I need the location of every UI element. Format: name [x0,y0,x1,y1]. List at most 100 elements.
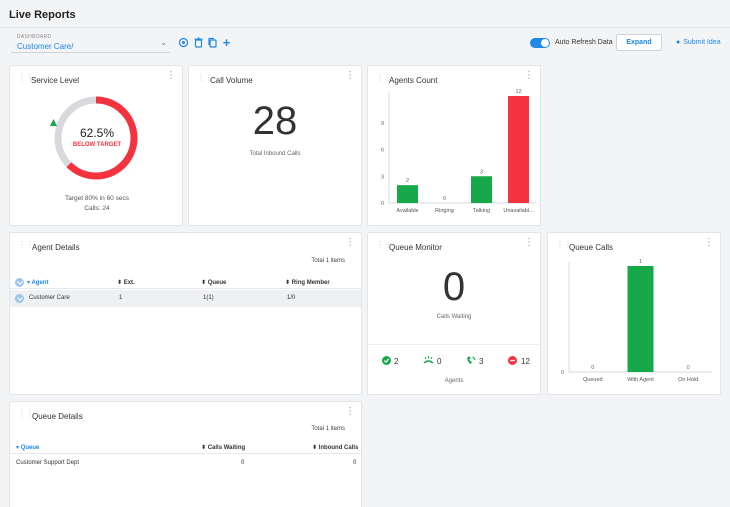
stat-available: 2 [382,356,398,366]
call-volume-caption: Total Inbound Calls [249,151,301,157]
y-tick-label: 3 [381,174,384,180]
data-label: 1 [639,259,642,265]
more-options-icon[interactable]: ⋮ [345,406,355,417]
more-options-icon[interactable]: ⋮ [524,70,534,81]
data-label: 0 [687,365,690,371]
status-badge: BELOW TARGET [72,142,122,148]
card-title: Queue Monitor [389,243,442,252]
more-options-icon[interactable]: ⋮ [166,70,176,81]
x-tick-label: With Agent [627,377,654,383]
settings-gear-icon[interactable] [178,37,189,48]
calls-waiting-cell: 0 [241,460,245,466]
x-tick-label: Talking [473,208,490,214]
add-plus-icon[interactable]: + [222,35,231,50]
bar [627,266,654,372]
drag-handle-icon[interactable]: ⋮⋮ [197,73,213,82]
more-options-icon[interactable]: ⋮ [704,237,714,248]
x-tick-label: Unavailabl... [503,208,534,214]
chevron-down-icon: ⌄ [160,38,167,47]
service-level-gauge [54,96,138,180]
total-items-label: Total 1 items [311,258,345,264]
data-label: 0 [443,196,446,202]
drag-handle-icon[interactable]: ⋮⋮ [18,240,34,249]
bar [471,176,492,203]
data-label: 3 [480,169,483,175]
table-row[interactable]: Customer Support Dept 0 0 [10,455,361,472]
lightbulb-icon: ● [676,39,681,46]
agent-cell: Customer Care [29,295,70,301]
data-label: 0 [591,365,594,371]
y-tick-label: 6 [381,148,384,154]
service-level-percent: 62.5% [79,126,115,140]
auto-refresh-label: Auto Refresh Data [555,39,613,46]
x-tick-label: Ringing [435,208,454,214]
data-label: 2 [406,178,409,184]
calls-waiting-caption: Calls Waiting [436,314,472,320]
column-header-inbound-calls[interactable]: ⬍ Inbound Calls [312,445,359,451]
check-circle-icon [382,356,391,365]
more-options-icon[interactable]: ⋮ [524,237,534,248]
drag-handle-icon[interactable]: ⋮⋮ [18,409,34,418]
stat-talking: 3 [466,356,483,366]
queue-calls-chart: 0 0 Queued 1 With Agent 0 On Hold [561,259,712,383]
dashboard-select-value: Customer Care/ [17,42,74,51]
y-tick-label: 0 [381,201,384,207]
column-header-calls-waiting[interactable]: ⬍ Calls Waiting [201,445,246,451]
queue-monitor-card: ⋮⋮ Queue Monitor ⋮ 0 Calls Waiting 2 0 3… [367,232,541,395]
column-header-agent[interactable]: ▾ Agent [27,280,49,286]
column-header-queue[interactable]: ▾ Queue [16,445,40,451]
submit-idea-label: Submit Idea [683,39,721,46]
card-title: Service Level [31,76,80,85]
queue-cell: Customer Support Dept [16,460,80,466]
delete-trash-icon[interactable] [193,37,204,48]
expand-all-icon[interactable] [15,278,24,287]
agent-details-card: ⋮⋮ Agent Details ⋮ Total 1 items ▾ Agent… [9,232,362,395]
column-header-ring-member[interactable]: ⬍ Ring Member [285,280,330,286]
drag-handle-icon[interactable]: ⋮⋮ [376,73,392,82]
table-row[interactable]: Customer Care 1 1(1) 1/0 [10,290,361,307]
drag-handle-icon[interactable]: ⋮⋮ [556,240,572,249]
service-level-card: ⋮⋮ Service Level ⋮ 62.5% BELOW TARGET Ta… [9,65,183,226]
expand-button[interactable]: Expand [616,34,662,51]
stat-ringing: 0 [423,356,441,366]
queue-calls-card: ⋮⋮ Queue Calls ⋮ 0 0 Queued 1 With Agent 0 On … [547,232,721,395]
more-options-icon[interactable]: ⋮ [345,70,355,81]
dashboard-select[interactable]: DASHBOARD Customer Care/ ⌄ [11,33,170,53]
ring-member-cell: 1/0 [287,295,296,301]
drag-handle-icon[interactable]: ⋮⋮ [376,240,392,249]
bar [397,185,418,203]
drag-handle-icon[interactable]: ⋮⋮ [18,73,34,82]
talking-phone-icon [467,356,476,364]
target-text: Target 80% in 60 secs [65,195,129,202]
ringing-phone-icon [423,356,434,364]
queue-cell: 1(1) [203,295,214,301]
queue-details-card: ⋮⋮ Queue Details ⋮ Total 1 items ▾ Queue… [9,401,362,507]
x-tick-label: On Hold [678,377,698,383]
column-header-ext[interactable]: ⬍ Ext. [117,280,135,286]
data-label: 12 [515,89,521,95]
calls-waiting-value: 0 [442,265,466,309]
expand-row-icon[interactable] [15,294,24,303]
card-title: Call Volume [210,76,253,85]
auto-refresh-toggle[interactable] [530,38,550,48]
trend-up-arrow-icon [50,119,57,126]
dashboard-select-label: DASHBOARD [17,34,52,40]
page-title: Live Reports [9,9,76,21]
x-tick-label: Available [396,208,418,214]
call-volume-card: ⋮⋮ Call Volume ⋮ 28 Total Inbound Calls [188,65,362,226]
card-title: Agent Details [32,243,80,252]
agents-label: Agents [444,378,464,384]
y-tick-label: 0 [561,370,564,376]
submit-idea-link[interactable]: ● Submit Idea [676,39,721,46]
agents-count-card: ⋮⋮ Agents Count ⋮ 0 3 6 9 2 Available 0 Ringing… [367,65,541,226]
y-tick-label: 9 [381,121,384,127]
agents-count-chart: 0 3 6 9 2 Available 0 Ringing 3 Talking 12 Unavaila… [381,89,537,214]
more-options-icon[interactable]: ⋮ [345,237,355,248]
copy-icon[interactable] [207,37,218,48]
card-title: Queue Calls [569,243,614,252]
total-items-label: Total 1 items [311,426,345,432]
stat-unavailable: 12 [508,356,530,366]
column-header-queue[interactable]: ⬍ Queue [201,280,227,286]
header-divider [0,27,730,28]
divider [368,344,540,345]
